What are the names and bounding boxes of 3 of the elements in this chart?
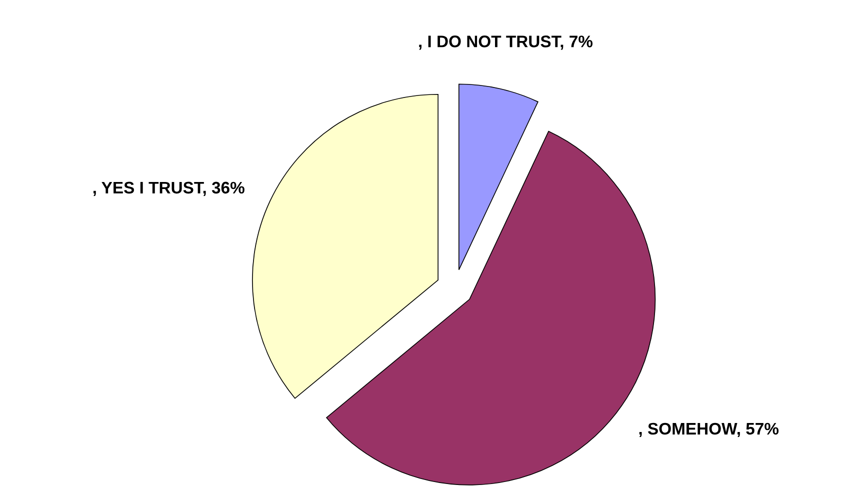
slice-label: , I DO NOT TRUST, 7% [419,36,593,50]
slice-label: , YES I TRUST, 36% [93,182,244,196]
slice-label: , SOMEHOW, 57% [639,422,779,438]
